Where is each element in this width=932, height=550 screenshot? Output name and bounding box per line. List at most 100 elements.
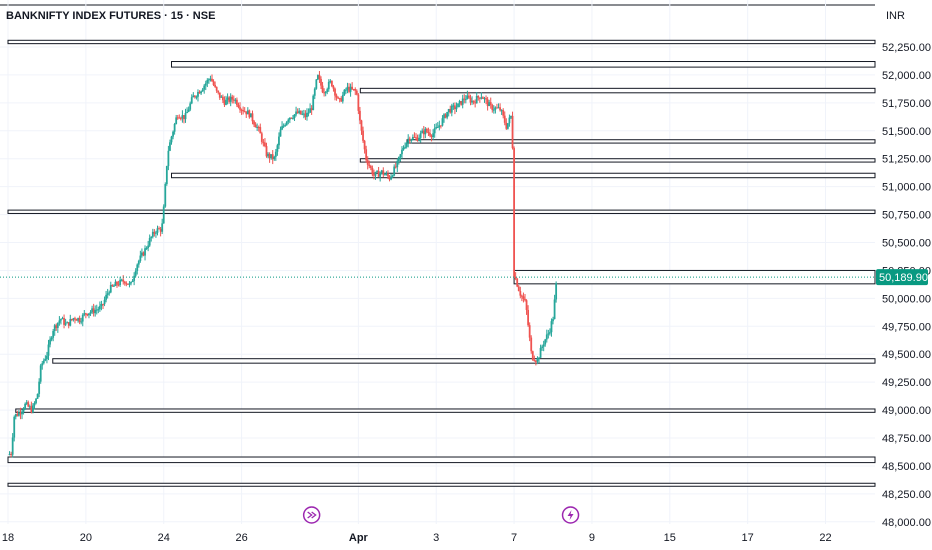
candle-body [147, 245, 150, 249]
candle-body [236, 99, 238, 106]
candle-body [153, 231, 156, 234]
candle-body [446, 111, 449, 118]
candle-body [91, 308, 93, 312]
candle-body [44, 358, 47, 361]
candle-body [253, 121, 255, 125]
candle-body [527, 309, 530, 326]
candle-body [539, 347, 542, 358]
candle-body [197, 91, 199, 97]
candle-body [343, 89, 346, 96]
candle-body [421, 130, 424, 134]
candle-body [49, 339, 51, 345]
candle-body [357, 94, 360, 111]
candle-body [108, 292, 111, 294]
candle-body [326, 89, 329, 93]
candle-body [298, 110, 301, 114]
candle-body [155, 232, 157, 234]
candle-body [105, 294, 108, 300]
candle-body [56, 322, 59, 328]
y-tick-label: 48,500.00 [882, 461, 931, 473]
time-axis[interactable]: 18 20 24 26 Apr 3 7 9 15 17 22 [2, 532, 832, 544]
price-axis[interactable]: 52,250.00 52,000.00 51,750.00 51,500.00 51,2… [876, 42, 931, 529]
support-resistance-zones [7, 39, 876, 487]
candle-body [114, 281, 117, 286]
candle-body [64, 323, 67, 325]
candle-body [401, 149, 403, 155]
candle-body [468, 95, 470, 98]
candle-body [460, 101, 463, 105]
candle-body [516, 278, 519, 287]
candle-body [282, 125, 285, 127]
candle-body [542, 344, 545, 347]
y-tick-label: 49,500.00 [882, 349, 931, 361]
candle-body [494, 107, 497, 110]
y-tick-label: 51,000.00 [882, 182, 931, 194]
y-tick-label: 48,750.00 [882, 433, 931, 445]
candle-body [469, 97, 472, 103]
candle-body [122, 279, 125, 282]
candle-body [72, 318, 75, 320]
candle-body [422, 130, 425, 135]
candle-body [28, 406, 31, 408]
candle-body [346, 86, 349, 90]
candle-body [109, 285, 112, 293]
candle-body [83, 313, 86, 315]
candle-body [271, 154, 274, 160]
candle-body [508, 117, 511, 124]
candle-body [164, 184, 167, 207]
candle-body [11, 437, 14, 455]
candle-body [368, 164, 371, 167]
candle-body [130, 281, 132, 284]
candle-body [75, 319, 78, 321]
grid-lines [0, 0, 875, 524]
candle-body [396, 161, 399, 168]
candle-body [256, 127, 259, 129]
event-markers[interactable] [302, 506, 580, 524]
candle-body [393, 166, 396, 176]
candle-body [292, 117, 294, 119]
candle-body [377, 170, 380, 177]
candle-body [379, 172, 382, 177]
candle-body [369, 166, 372, 168]
y-tick-label: 50,000.00 [882, 293, 931, 305]
candle-body [318, 75, 321, 79]
candle-body [309, 108, 311, 113]
candle-body [410, 139, 413, 141]
candle-body [360, 120, 363, 131]
candle-body [86, 313, 89, 316]
candle-body [192, 95, 195, 98]
candle-body [13, 416, 16, 438]
candle-body [511, 115, 514, 149]
candle-body [125, 283, 128, 285]
candle-body [335, 95, 338, 98]
candle-body [21, 411, 23, 415]
candle-body [106, 293, 109, 295]
candle-body [260, 133, 263, 142]
candle-body [418, 137, 421, 141]
y-tick-label: 50,500.00 [882, 238, 931, 250]
candle-body [471, 100, 473, 103]
candle-body [61, 318, 64, 320]
lightning-icon[interactable] [561, 506, 580, 524]
x-tick-label: 24 [158, 532, 170, 544]
candle-body [354, 89, 357, 91]
candle-body [380, 170, 383, 173]
zone-box [7, 482, 876, 487]
candle-body [341, 95, 344, 102]
candle-body [463, 98, 466, 100]
dividend-arrow-icon[interactable] [302, 506, 321, 524]
candle-body [299, 110, 302, 115]
y-tick-label: 52,000.00 [882, 70, 931, 82]
currency-label: INR [886, 10, 905, 22]
candle-body [281, 126, 283, 130]
candle-body [33, 403, 36, 406]
candle-body [63, 318, 65, 325]
candle-body [8, 453, 11, 455]
candle-body [365, 149, 368, 161]
candle-body [89, 311, 92, 314]
candle-body [478, 97, 481, 99]
candle-body [441, 118, 444, 126]
candle-body [176, 117, 179, 119]
candle-body [141, 252, 143, 256]
